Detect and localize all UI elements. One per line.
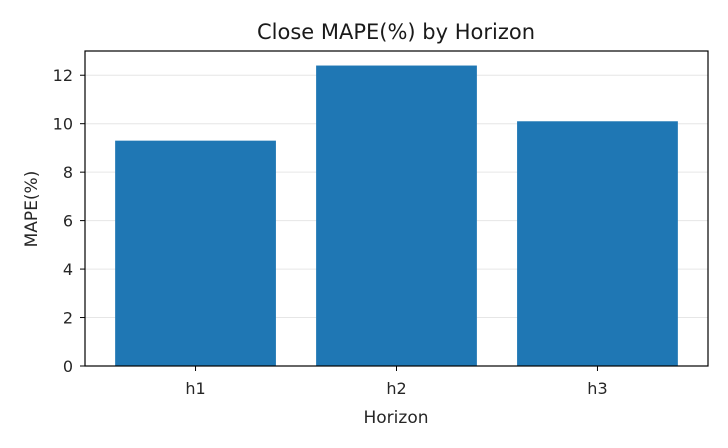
x-tick-label: h2	[386, 379, 406, 398]
y-tick-label: 4	[63, 260, 73, 279]
bar-h3	[517, 121, 678, 367]
chart-title: Close MAPE(%) by Horizon	[257, 20, 535, 44]
y-axis-label: MAPE(%)	[22, 171, 42, 248]
x-axis-label: Horizon	[364, 408, 429, 428]
bar-h1	[115, 140, 276, 366]
y-tick-label: 2	[63, 309, 73, 328]
y-tick-label: 0	[63, 357, 73, 376]
x-axis-ticks: h1 h2 h3	[185, 366, 608, 398]
y-tick-label: 8	[63, 163, 73, 182]
bar-layer	[115, 65, 678, 367]
y-tick-label: 10	[53, 115, 73, 134]
y-tick-label: 6	[63, 212, 73, 231]
bar-h2	[316, 65, 477, 367]
y-axis-ticks: 0 2 4 6 8 10 12	[53, 66, 85, 376]
x-tick-label: h1	[185, 379, 205, 398]
x-tick-label: h3	[587, 379, 607, 398]
y-tick-label: 12	[53, 66, 73, 85]
